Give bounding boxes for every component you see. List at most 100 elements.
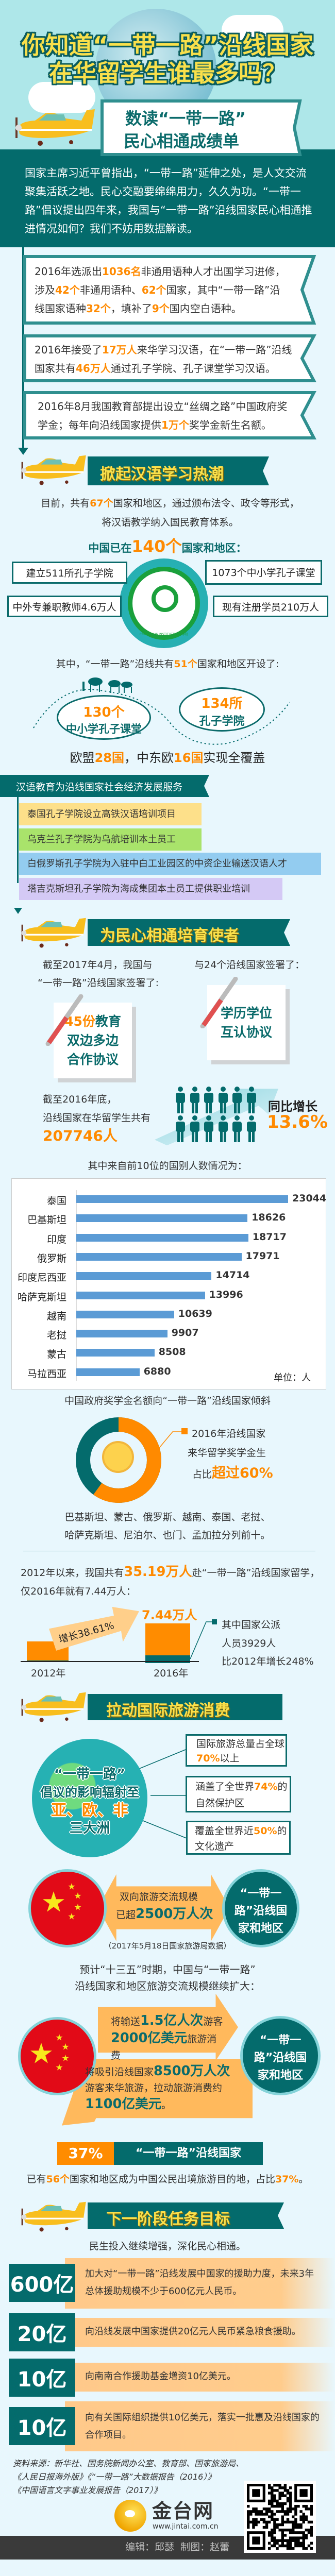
legend-swatch <box>212 1619 217 1624</box>
students-total: 207746人 <box>43 1127 118 1144</box>
shape-background <box>0 775 209 798</box>
note-text: 教育 <box>95 1014 121 1029</box>
plane-icon <box>21 453 88 487</box>
scholarship-legend: 来华留学奖学金生 <box>188 1447 266 1459</box>
chart-intro: 其中来自前10位的国别人数情况为： <box>88 1160 247 1172</box>
top10-text: 哈萨克斯坦、尼泊尔、也门、孟加拉分列前十。 <box>64 1530 271 1541</box>
bar-category-label: 巴基斯坦 <box>27 1214 66 1226</box>
person-icon <box>204 1086 213 1113</box>
partner-circle: “一带一路”沿线国家和地区 <box>240 2016 321 2096</box>
text-segment: 其中，“一带一路”沿线共有 <box>56 658 174 670</box>
stat-box: 1073个中小学孔子课堂 <box>205 560 322 585</box>
bar <box>76 1272 212 1280</box>
note-text: 互认协议 <box>220 1024 272 1040</box>
source-note: （2017年5月18日国家旅游局数据） <box>104 1941 231 1951</box>
bar <box>76 1310 174 1318</box>
goal-amount: 20亿 <box>9 2313 75 2352</box>
inbound-text: 将吸引沿线国家8500万人次游客来华旅游，拉动旅游消费约 1100亿美元。 <box>85 2063 240 2113</box>
highlight-text: 62个 <box>141 284 166 296</box>
text-segment: ，中东欧 <box>124 751 174 766</box>
bar-value-label: 18626 <box>252 1212 286 1224</box>
text-segment: 2016年选派出 <box>35 265 102 278</box>
globe-illustration: “一带一路” 倡议的影响辐射至 亚、欧、非 三大洲 <box>32 1738 147 1857</box>
share-badge-label: “一带一路”沿线国家 <box>114 2142 263 2165</box>
person-icon <box>232 1086 242 1113</box>
note-text: 双边多边 <box>66 1033 119 1048</box>
growth-label: 同比增长 <box>268 1099 317 1114</box>
section-title: 掀起汉语学习热潮 <box>100 465 224 483</box>
timeline-card-text: 2016年选派出1036名非通用语种人才出国学习进修，涉及42个非通用语种、62… <box>35 262 287 318</box>
legend-leader-line <box>157 1431 182 1451</box>
goal-text: 加大对“一带一路”沿线发展中国家的援助力度，未来3年总体援助规模不少于600亿元… <box>85 2268 314 2297</box>
highlight-text: 2000亿美元 <box>111 2030 188 2046</box>
text-segment: 实现全覆盖 <box>203 751 265 766</box>
bar-category-label: 哈萨克斯坦 <box>17 1291 66 1303</box>
along-route-text: 其中，“一带一路”沿线共有51个国家和地区开设了: <box>0 656 335 670</box>
highlight-text: 50% <box>254 1825 277 1837</box>
bar-value-label: 9907 <box>171 1327 199 1339</box>
bar <box>76 1233 248 1242</box>
logo-ring <box>128 566 200 640</box>
text-segment: 国家，其中“一带一路”沿线国家语种 <box>35 284 280 315</box>
dotted-route-line <box>33 677 290 745</box>
plane-icon <box>14 107 97 148</box>
shape-background <box>88 456 269 485</box>
pen-icon <box>200 977 238 1029</box>
year-label: 2016年 <box>154 1667 189 1679</box>
sources: 资料来源：新华社、国务院新闻办公室、教育部、国家旅游局、 《人民日报海外版》《“… <box>13 2457 244 2497</box>
service-tag: 汉语教育为沿线国家社会经济发展服务 <box>0 775 209 798</box>
service-item: 乌克兰孔子学院为乌航培训本土员工 <box>19 828 202 851</box>
section-banner: 拉动国际旅游消费 <box>88 1693 282 1720</box>
official-text: 人员3929人 <box>222 1637 276 1649</box>
highlight-text: 1万个 <box>161 418 189 431</box>
person-icon <box>190 1086 199 1113</box>
text-segment: 通过孔子学院、孔子课堂学习汉语。 <box>110 362 276 375</box>
legend-text: 占比 <box>192 1469 212 1481</box>
text-segment: 游客 <box>203 2016 223 2028</box>
text-segment: 覆盖全世界近 <box>195 1825 254 1837</box>
partner-circle: “一带一路”沿线国家和地区 <box>222 1869 299 1948</box>
service-item: 塔吉克斯坦孔子学院为海成集团本土员工提供职业培训 <box>19 878 282 901</box>
confucius-institute-logo: CONFUCIUS INSTITUTE 孔子学院 <box>120 558 208 648</box>
subtitle-line2: 民心相通成绩单 <box>124 131 240 151</box>
text-segment: 占全球 <box>255 1738 285 1750</box>
shape-background <box>88 919 290 946</box>
cloud-decoration <box>28 82 95 113</box>
students-text: 截至2016年底， <box>43 1094 117 1106</box>
globe-text: “一带一路” <box>54 1766 126 1782</box>
goal-amount: 10亿 <box>9 2406 75 2445</box>
confucius-headline: 中国已在140个国家和地区： <box>0 533 335 557</box>
highlight-text: 16国 <box>174 751 204 766</box>
qr-code[interactable] <box>244 2481 316 2553</box>
donut-segment-belt-road <box>76 1417 161 1503</box>
tourism-fact-box: 国际旅游总量占全球 70%以上 <box>186 1734 287 1767</box>
destinations-text: 已有56个国家和地区成为中国公民出境旅游目的地，占比37%。 <box>0 2172 335 2185</box>
text-segment: 将输送 <box>111 2016 141 2028</box>
goal-text: 向南南合作援助基金增资10亿美元。 <box>85 2371 236 2382</box>
person-icon <box>190 1115 199 1142</box>
timeline-card: 2016年8月我国教育部提出设立“丝绸之路”中国政府奖学金；每年向沿线国家提供1… <box>23 391 316 439</box>
bar-value-label: 23044 <box>292 1193 327 1204</box>
ellipse-institutes: 134所 孔子学院 <box>179 687 265 732</box>
text-segment: 国家和地区开设了: <box>197 658 279 670</box>
service-item: 白俄罗斯孔子学院为入驻中白工业园区的中资企业输送汉语人才 <box>19 853 321 875</box>
growth-value: 13.6% <box>267 1111 328 1132</box>
highlight-text: 37% <box>275 2174 299 2185</box>
service-arrow-icon <box>14 908 22 914</box>
plane-icon <box>21 916 88 950</box>
highlight-text: 35.19万人 <box>124 1564 192 1580</box>
person-icon <box>176 1086 185 1113</box>
page-title-line1: 你知道“一带一路”沿线国家 <box>21 31 314 59</box>
bar <box>76 1252 242 1261</box>
timeline-card: 2016年选派出1036名非通用语种人才出国学习进修，涉及42个非通用语种、62… <box>23 255 316 325</box>
bar-category-label: 印度 <box>46 1233 66 1245</box>
medal-icon <box>102 1440 134 1473</box>
share-badge: 37% “一带一路”沿线国家 <box>57 2142 263 2165</box>
chart-unit-label: 单位：人 <box>274 1372 311 1383</box>
text-segment: 目前，共有 <box>41 498 90 510</box>
text-segment: 国家和地区，通过颁布法令、政令等形式，将汉语教学纳入国民教育体系。 <box>101 498 299 529</box>
scholarship-donut-chart <box>76 1417 161 1503</box>
section-title: 下一阶段任务目标 <box>106 2210 230 2228</box>
highlight-text: 70% <box>196 1752 220 1764</box>
jintai-logo-icon <box>114 2500 146 2532</box>
